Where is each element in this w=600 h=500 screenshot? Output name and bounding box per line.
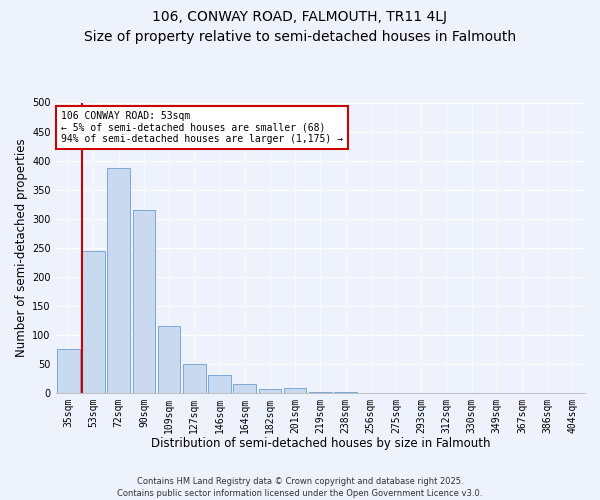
Bar bbox=[233, 384, 256, 392]
Bar bbox=[284, 388, 307, 392]
Bar bbox=[57, 349, 80, 393]
Bar bbox=[158, 326, 181, 392]
Bar bbox=[208, 376, 231, 392]
Text: 106 CONWAY ROAD: 53sqm
← 5% of semi-detached houses are smaller (68)
94% of semi: 106 CONWAY ROAD: 53sqm ← 5% of semi-deta… bbox=[61, 111, 343, 144]
Text: Contains HM Land Registry data © Crown copyright and database right 2025.
Contai: Contains HM Land Registry data © Crown c… bbox=[118, 476, 482, 498]
Bar bbox=[259, 388, 281, 392]
Text: 106, CONWAY ROAD, FALMOUTH, TR11 4LJ
Size of property relative to semi-detached : 106, CONWAY ROAD, FALMOUTH, TR11 4LJ Siz… bbox=[84, 10, 516, 43]
Bar bbox=[107, 168, 130, 392]
Y-axis label: Number of semi-detached properties: Number of semi-detached properties bbox=[15, 138, 28, 357]
Bar bbox=[133, 210, 155, 392]
Bar bbox=[82, 250, 105, 392]
Bar bbox=[183, 364, 206, 392]
X-axis label: Distribution of semi-detached houses by size in Falmouth: Distribution of semi-detached houses by … bbox=[151, 437, 490, 450]
